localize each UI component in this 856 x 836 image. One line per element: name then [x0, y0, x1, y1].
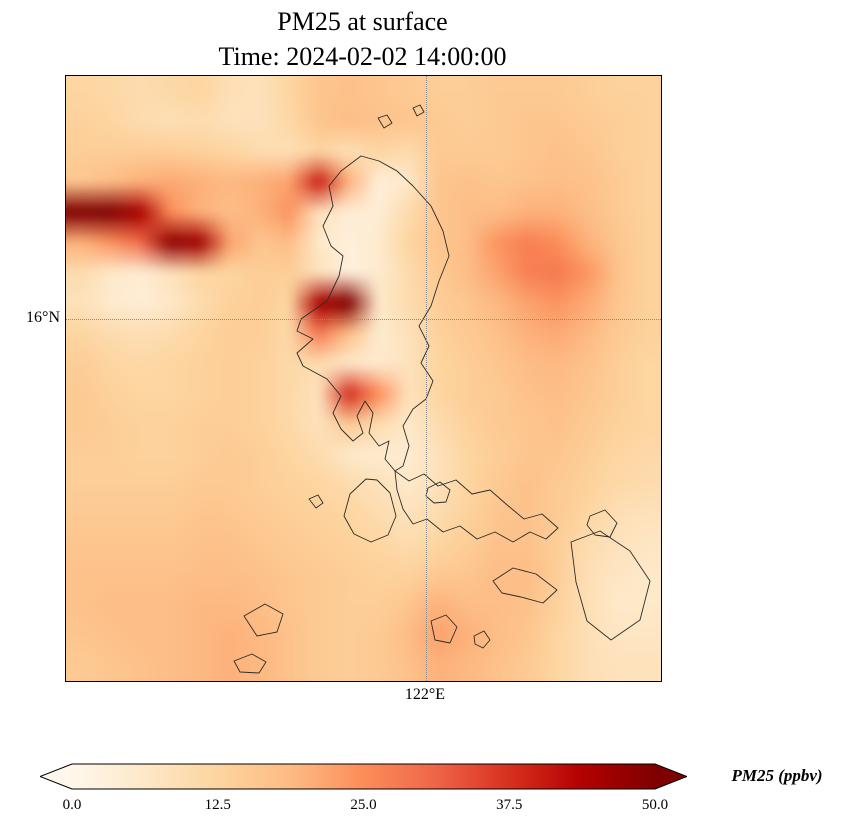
island-coastline	[308, 494, 324, 509]
bicol-peninsula-coastline	[394, 470, 559, 543]
chart-title-line1: PM25 at surface	[277, 7, 448, 36]
samar-coastline	[570, 530, 651, 641]
map-plot-area	[65, 75, 662, 682]
ytick-label-16n: 16°N	[26, 309, 60, 326]
island-coastline	[430, 614, 458, 644]
island-coastline	[473, 630, 491, 649]
island-coastline	[377, 114, 393, 129]
colorbar-tick: 0.0	[62, 797, 82, 813]
colorbar-ticks: 0.0 12.5 25.0 37.5 50.0	[63, 797, 669, 817]
gridline-16n	[66, 319, 661, 320]
xtick-label-122e: 122°E	[404, 686, 446, 703]
colorbar-left-arrow	[40, 764, 72, 789]
colorbar-tick: 50.0	[641, 797, 669, 813]
colorbar-gradient	[72, 764, 655, 789]
colorbar-tick: 12.5	[204, 797, 231, 813]
island-coastline	[243, 603, 284, 637]
colorbar-tick: 37.5	[496, 797, 523, 813]
colorbar	[40, 763, 687, 790]
masbate-coastline	[492, 567, 558, 604]
gridline-122e	[426, 76, 427, 681]
island-coastline	[412, 104, 425, 117]
colorbar-right-arrow	[655, 764, 687, 789]
coastline-overlay	[233, 104, 651, 674]
colorbar-outline	[40, 763, 687, 790]
chart-title: PM25 at surface Time: 2024-02-02 14:00:0…	[65, 4, 660, 74]
catanduanes-coastline	[586, 509, 618, 538]
luzon-coastline	[296, 155, 450, 472]
island-coastline	[233, 653, 267, 674]
chart-title-line2: Time: 2024-02-02 14:00:00	[218, 42, 507, 71]
marinduque-coastline	[425, 481, 451, 504]
colorbar-label: PM25 (ppbv)	[731, 766, 823, 785]
colorbar-tick: 25.0	[350, 797, 377, 813]
mindoro-coastline	[343, 478, 397, 543]
pm25-heatmap-canvas	[66, 76, 661, 681]
